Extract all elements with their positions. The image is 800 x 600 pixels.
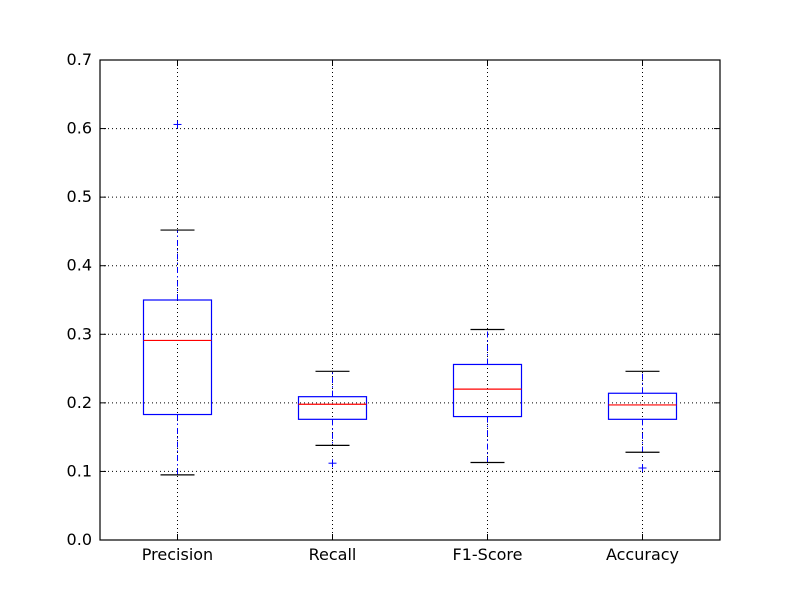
x-tick-label: Precision — [142, 545, 213, 564]
grid-lines — [100, 60, 720, 540]
outlier-point — [638, 464, 647, 472]
box-group — [142, 120, 213, 476]
box-plot-series — [142, 120, 678, 476]
x-tick-label: Accuracy — [606, 545, 679, 564]
iqr-box — [452, 363, 523, 418]
iqr-box — [607, 392, 678, 420]
box-group — [297, 370, 368, 468]
y-tick-label: 0.0 — [67, 530, 92, 549]
y-tick-label: 0.5 — [67, 187, 92, 206]
x-tick-label: F1-Score — [453, 545, 523, 564]
iqr-box — [297, 396, 368, 420]
box-group — [607, 370, 678, 472]
iqr-box — [142, 299, 213, 416]
y-tick-label: 0.1 — [67, 461, 92, 480]
box-group — [452, 328, 523, 464]
x-axis-ticks: Precision Recall F1-Score Accuracy — [142, 60, 679, 564]
outlier-point — [328, 459, 337, 468]
y-tick-label: 0.6 — [67, 119, 92, 138]
y-tick-label: 0.4 — [67, 256, 92, 275]
x-tick-label: Recall — [309, 545, 357, 564]
y-tick-label: 0.3 — [67, 324, 92, 343]
axes-frame — [99, 59, 721, 541]
y-tick-label: 0.2 — [67, 393, 92, 412]
outlier-point — [173, 120, 182, 129]
y-tick-label: 0.7 — [67, 50, 92, 69]
y-axis-ticks: 0.0 0.1 0.2 0.3 0.4 0.5 0.6 0.7 — [67, 50, 720, 549]
